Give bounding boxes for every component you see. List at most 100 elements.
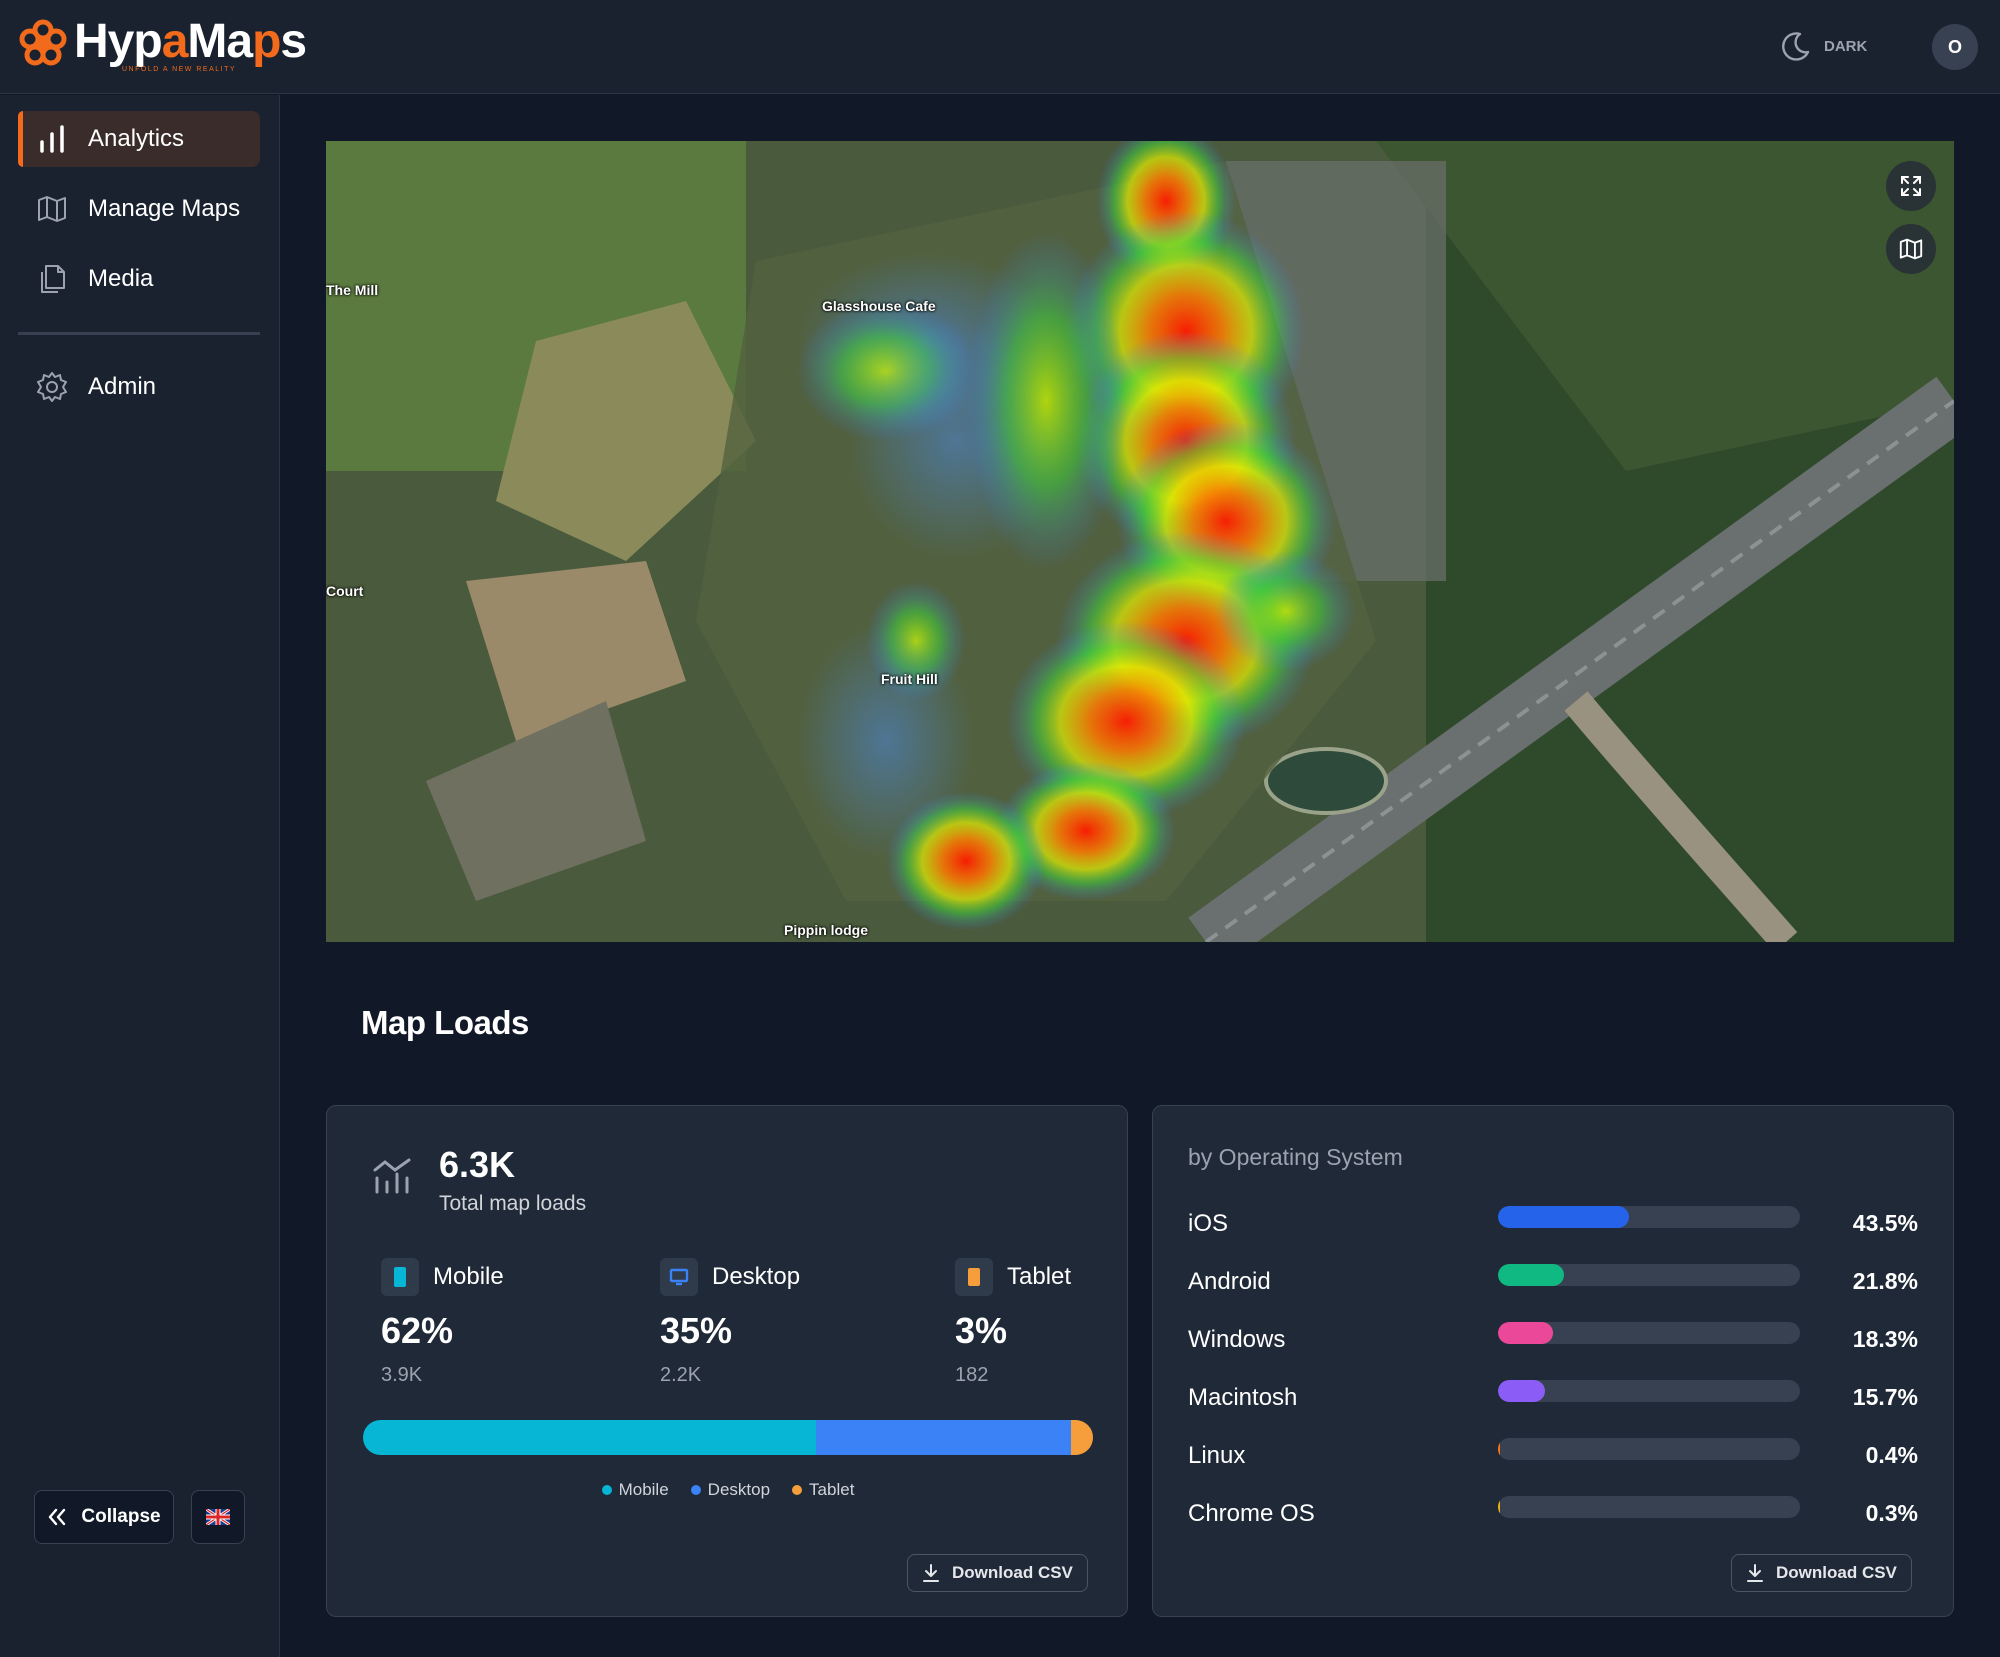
device-desktop: Desktop 35% 2.2K (660, 1258, 800, 1387)
desktop-icon (660, 1258, 698, 1296)
device-share-bar (363, 1420, 1093, 1455)
sidebar-item-label: Manage Maps (88, 195, 241, 222)
total-loads-value: 6.3K (439, 1144, 516, 1185)
os-progress-track (1498, 1438, 1800, 1460)
device-share-segment-tablet (1071, 1420, 1093, 1455)
total-loads-label: Total map loads (439, 1192, 587, 1215)
sidebar: Analytics Manage Maps Media Admin Collap… (0, 95, 280, 1657)
os-percent: 18.3% (1852, 1326, 1918, 1352)
os-name: Linux (1188, 1442, 1246, 1469)
os-progress-track (1498, 1206, 1800, 1228)
tablet-icon (955, 1258, 993, 1296)
download-csv-button[interactable]: Download CSV (1731, 1554, 1912, 1592)
device-name: Tablet (1007, 1263, 1072, 1290)
os-progress-fill (1498, 1380, 1546, 1402)
collapse-button[interactable]: Collapse (34, 1490, 174, 1544)
os-name: Chrome OS (1188, 1500, 1315, 1527)
os-card-title: by Operating System (1188, 1144, 1403, 1170)
device-share-segment-desktop (815, 1420, 1072, 1455)
sidebar-item-analytics[interactable]: Analytics (18, 111, 260, 167)
sidebar-item-label: Media (88, 265, 154, 292)
map-label-pippin-lodge: Pippin lodge (784, 922, 868, 938)
os-progress-fill (1498, 1264, 1564, 1286)
os-row: Macintosh 15.7% (1188, 1378, 1918, 1418)
expand-icon (1901, 176, 1921, 196)
map-label-glasshouse-cafe: Glasshouse Cafe (822, 298, 936, 314)
download-csv-button[interactable]: Download CSV (907, 1554, 1088, 1592)
section-title: Map Loads (361, 1004, 529, 1041)
theme-toggle[interactable]: DARK (1780, 30, 1867, 62)
logo-wordmark: HypaMaps (74, 15, 307, 68)
mobile-icon (381, 1258, 419, 1296)
legend-item-desktop: Desktop (690, 1480, 770, 1500)
os-progress-track (1498, 1496, 1800, 1518)
device-percent: 3% (955, 1310, 1008, 1351)
os-row: iOS 43.5% (1188, 1204, 1918, 1244)
device-count: 3.9K (381, 1364, 423, 1386)
os-progress-track (1498, 1322, 1800, 1344)
os-name: iOS (1188, 1210, 1229, 1237)
sidebar-item-label: Analytics (88, 125, 185, 152)
double-chevron-left-icon (49, 1508, 66, 1526)
device-name: Desktop (712, 1263, 801, 1290)
device-share-segment-mobile (363, 1420, 816, 1455)
os-progress-track (1498, 1380, 1800, 1402)
download-icon (923, 1564, 939, 1582)
download-csv-label: Download CSV (952, 1563, 1073, 1582)
os-row: Windows 18.3% (1188, 1320, 1918, 1360)
collapse-label: Collapse (81, 1506, 161, 1527)
os-progress-fill (1498, 1322, 1554, 1344)
os-percent: 0.3% (1865, 1500, 1918, 1526)
device-name: Mobile (433, 1263, 504, 1290)
os-name: Macintosh (1188, 1384, 1298, 1411)
gear-icon (36, 371, 68, 403)
chart-trend-icon (373, 1158, 411, 1194)
heatmap-map[interactable]: The Mill Glasshouse Cafe Court Fruit Hil… (326, 141, 1954, 942)
sidebar-item-manage-maps[interactable]: Manage Maps (18, 181, 260, 237)
map-icon (1899, 238, 1923, 260)
os-progress-track (1498, 1264, 1800, 1286)
device-percent: 35% (660, 1310, 733, 1351)
os-percent: 0.4% (1865, 1442, 1918, 1468)
device-tablet: Tablet 3% 182 (955, 1258, 1071, 1387)
device-percent: 62% (381, 1310, 454, 1351)
sidebar-item-label: Admin (88, 373, 157, 400)
logo-tagline: UNFOLD A NEW REALITY (122, 66, 237, 73)
download-icon (1747, 1564, 1763, 1582)
uk-flag-icon (206, 1509, 230, 1525)
device-legend: Mobile Desktop Tablet (327, 1480, 1129, 1500)
map-layer-button[interactable] (1886, 224, 1936, 274)
moon-icon (1782, 32, 1810, 61)
sidebar-divider (18, 332, 260, 335)
os-row: Android 21.8% (1188, 1262, 1918, 1302)
media-icon (36, 263, 68, 295)
os-percent: 21.8% (1852, 1268, 1918, 1294)
map-loads-card: 6.3K Total map loads Mobile 62% 3.9K Des… (326, 1105, 1128, 1617)
os-progress-fill (1498, 1206, 1630, 1228)
flower-logo-icon (19, 19, 67, 66)
os-progress-fill (1498, 1496, 1500, 1518)
legend-item-mobile: Mobile (601, 1480, 669, 1500)
app-logo[interactable]: HypaMaps UNFOLD A NEW REALITY (18, 15, 307, 76)
map-label-court: Court (326, 583, 364, 599)
top-bar: HypaMaps UNFOLD A NEW REALITY DARK O (0, 0, 2000, 94)
os-name: Android (1188, 1268, 1271, 1295)
sidebar-item-media[interactable]: Media (18, 251, 260, 307)
bar-chart-icon (36, 123, 68, 155)
user-avatar[interactable]: O (1932, 24, 1978, 70)
os-percent: 43.5% (1852, 1210, 1918, 1236)
map-label-the-mill: The Mill (326, 282, 379, 298)
device-mobile: Mobile 62% 3.9K (381, 1258, 504, 1387)
map-icon (36, 193, 68, 225)
legend-item-tablet: Tablet (792, 1480, 854, 1500)
os-breakdown-card: by Operating System iOS 43.5% Android 21.8%… (1152, 1105, 1954, 1617)
fullscreen-button[interactable] (1886, 161, 1936, 211)
os-name: Windows (1188, 1326, 1286, 1353)
device-count: 2.2K (660, 1364, 702, 1386)
language-button[interactable] (191, 1490, 245, 1544)
theme-label: DARK (1824, 37, 1868, 55)
os-row: Chrome OS 0.3% (1188, 1494, 1918, 1534)
os-progress-fill (1498, 1438, 1500, 1460)
sidebar-item-admin[interactable]: Admin (18, 359, 260, 415)
device-count: 182 (955, 1364, 989, 1386)
